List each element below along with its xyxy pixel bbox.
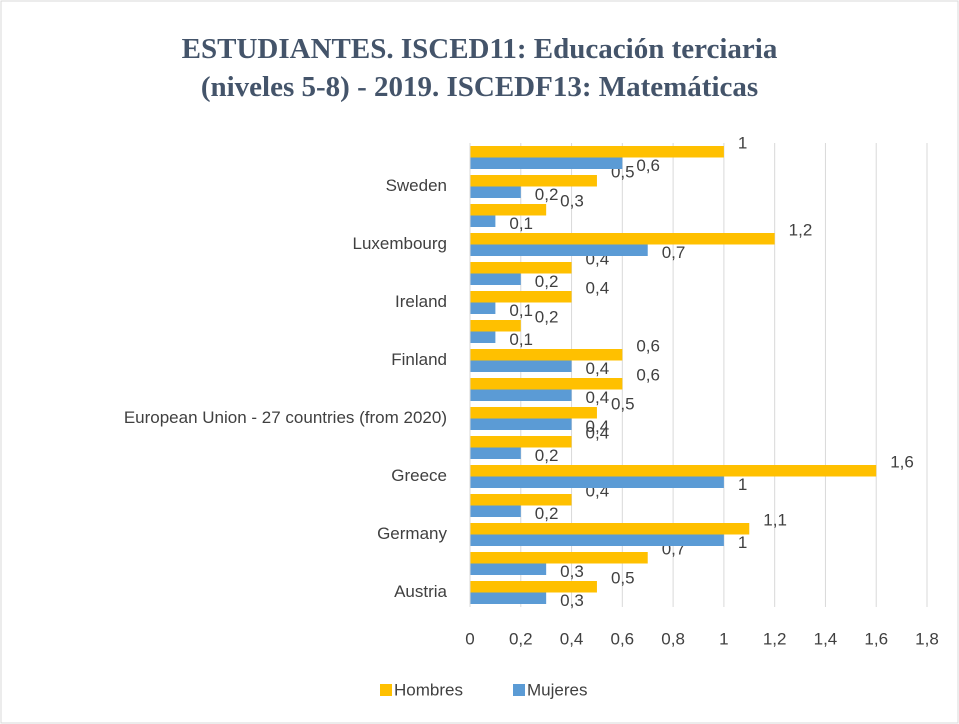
- value-label: 0,2: [535, 185, 559, 204]
- title-box: ESTUDIANTES. ISCED11: Educación terciari…: [0, 30, 959, 106]
- bar: [470, 534, 724, 546]
- value-label: 0,2: [535, 504, 559, 523]
- bar: [470, 349, 623, 361]
- x-tick-label: 1,4: [814, 629, 838, 648]
- bar: [470, 233, 775, 245]
- value-label: 0,4: [586, 423, 610, 442]
- value-label: 0,2: [535, 272, 559, 291]
- y-tick-label: Finland: [391, 350, 447, 369]
- value-label: 0,4: [586, 417, 610, 436]
- value-label: 0,2: [535, 446, 559, 465]
- bar: [470, 215, 496, 227]
- bar: [470, 418, 572, 430]
- value-label: 0,3: [560, 591, 584, 610]
- bar: [470, 523, 750, 535]
- chart-title: ESTUDIANTES. ISCED11: Educación terciari…: [181, 33, 778, 103]
- value-label: 1,2: [789, 220, 813, 239]
- y-tick-label: Sweden: [386, 176, 447, 195]
- x-tick-label: 0,4: [560, 629, 584, 648]
- value-label: 1,1: [763, 510, 787, 529]
- value-label: 0,3: [560, 191, 584, 210]
- bar: [470, 244, 648, 256]
- bar: [470, 186, 521, 198]
- value-label: 0,4: [586, 359, 610, 378]
- x-tick-label: 0: [465, 629, 474, 648]
- value-label: 0,4: [586, 278, 610, 297]
- bar: [470, 320, 521, 332]
- bar: [470, 331, 496, 343]
- bar: [470, 505, 521, 517]
- value-label: 1: [738, 133, 747, 152]
- value-label: 0,6: [636, 336, 660, 355]
- value-label: 0,1: [509, 330, 533, 349]
- x-tick-label: 0,6: [611, 629, 635, 648]
- bar: [470, 157, 623, 169]
- x-tick-label: 1: [719, 629, 728, 648]
- bar: [470, 291, 572, 303]
- bar: [470, 465, 877, 477]
- y-tick-label: Luxembourg: [352, 234, 447, 253]
- value-label: 0,7: [662, 243, 686, 262]
- value-label: 0,5: [611, 568, 635, 587]
- bar: [470, 563, 547, 575]
- bar: [470, 476, 724, 488]
- y-tick-label: Ireland: [395, 292, 447, 311]
- legend-swatch: [513, 684, 525, 696]
- bar: [470, 146, 724, 158]
- bar: [470, 436, 572, 448]
- y-tick-label: European Union - 27 countries (from 2020…: [124, 408, 447, 427]
- bar: [470, 273, 521, 285]
- bar: [470, 592, 547, 604]
- y-tick-label: Germany: [377, 524, 447, 543]
- bar: [470, 204, 547, 216]
- bar: [470, 262, 572, 274]
- bar: [470, 378, 623, 390]
- value-label: 0,6: [636, 156, 660, 175]
- y-tick-label: Greece: [391, 466, 447, 485]
- value-label: 1,6: [890, 452, 914, 471]
- bar: [470, 447, 521, 459]
- bar: [470, 175, 597, 187]
- x-tick-label: 1,8: [915, 629, 939, 648]
- legend-label: Mujeres: [527, 680, 587, 699]
- x-tick-label: 1,6: [864, 629, 888, 648]
- y-tick-label: Austria: [394, 582, 447, 601]
- x-tick-label: 1,2: [763, 629, 787, 648]
- value-label: 0,1: [509, 301, 533, 320]
- value-label: 1: [738, 475, 747, 494]
- x-tick-label: 0,2: [509, 629, 533, 648]
- legend-label: Hombres: [394, 680, 463, 699]
- value-label: 0,5: [611, 394, 635, 413]
- bar: [470, 552, 648, 564]
- value-label: 1: [738, 533, 747, 552]
- value-label: 0,3: [560, 562, 584, 581]
- bar: [470, 581, 597, 593]
- legend-swatch: [380, 684, 392, 696]
- value-label: 0,4: [586, 388, 610, 407]
- bar: [470, 302, 496, 314]
- bar: [470, 360, 572, 372]
- bar: [470, 389, 572, 401]
- x-tick-label: 0,8: [661, 629, 685, 648]
- value-label: 0,1: [509, 214, 533, 233]
- value-label: 0,6: [636, 365, 660, 384]
- bar: [470, 407, 597, 419]
- bar: [470, 494, 572, 506]
- value-label: 0,2: [535, 307, 559, 326]
